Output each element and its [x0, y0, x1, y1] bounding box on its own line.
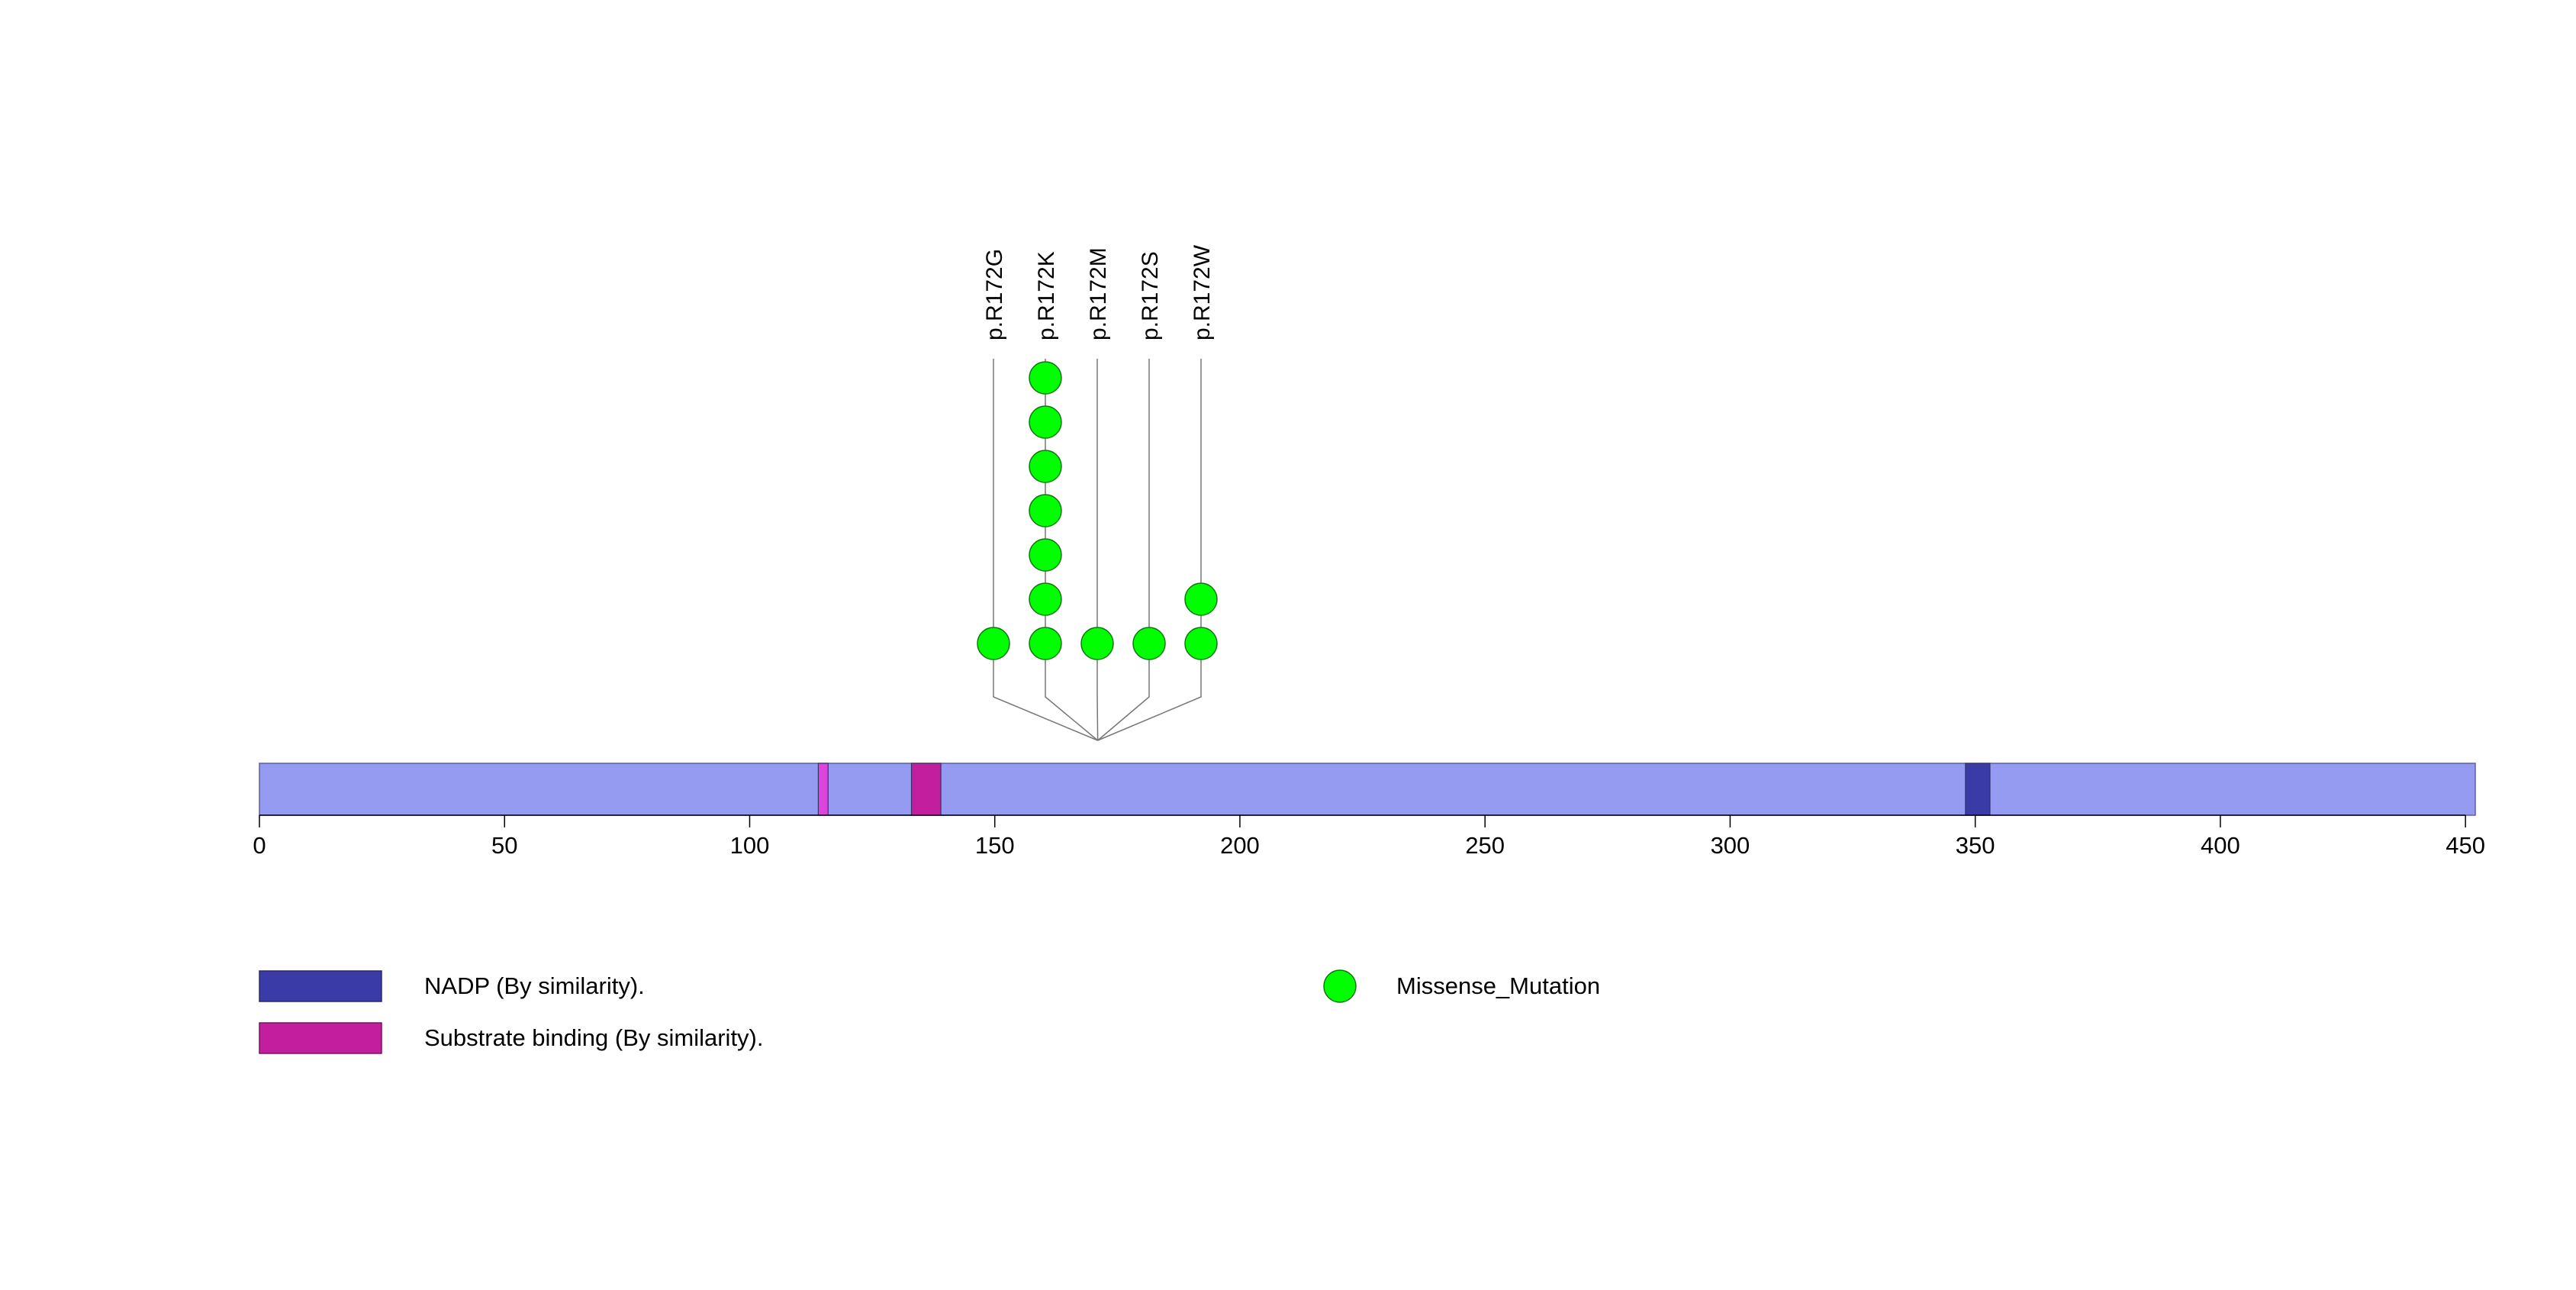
mutation-dots [977, 361, 1218, 660]
legend-substrate-label: Substrate binding (By similarity). [424, 1024, 764, 1051]
mutation-label: p.R172W [1190, 244, 1215, 340]
axis-tick-label: 50 [491, 832, 517, 859]
mutation-dot [1080, 627, 1114, 660]
mutation-stem [993, 359, 1098, 741]
mutation-dot [1029, 405, 1062, 439]
x-axis: 0 50 100 150 200 250 300 350 400 450 [253, 814, 2485, 859]
legend-missense-label: Missense_Mutation [1396, 972, 1600, 999]
mutation-dot [1132, 627, 1166, 660]
mutation-dot [1184, 627, 1218, 660]
axis-tick-label: 150 [975, 832, 1015, 859]
protein-backbone [259, 763, 2476, 816]
mutation-label: p.R172M [1086, 247, 1111, 340]
substrate-domain [910, 763, 942, 816]
mutation-dot [1029, 627, 1062, 660]
axis-tick-label: 450 [2446, 832, 2485, 859]
protein-backbone-group [259, 763, 2476, 816]
mutation-label: p.R172K [1034, 251, 1059, 340]
mutation-stems [993, 359, 1202, 815]
legend-substrate-swatch [259, 1022, 382, 1054]
mutation-dot [1029, 538, 1062, 572]
substrate-small-domain [817, 763, 829, 816]
mutation-dot [1029, 361, 1062, 395]
legend: NADP (By similarity). Substrate binding … [259, 969, 1600, 1054]
legend-nadp-label: NADP (By similarity). [424, 972, 645, 999]
mutation-stem [1097, 359, 1202, 741]
mutation-stem [1097, 359, 1150, 741]
axis-tick-label: 250 [1465, 832, 1505, 859]
mutation-dot [1029, 450, 1062, 483]
legend-nadp-swatch [259, 970, 382, 1002]
mutation-label: p.R172G [982, 249, 1007, 340]
legend-missense-icon [1323, 969, 1357, 1003]
mutation-stem [1096, 359, 1099, 741]
axis-tick-label: 0 [253, 832, 266, 859]
axis-tick-label: 100 [730, 832, 770, 859]
mutation-dot [1029, 582, 1062, 616]
mutation-labels: p.R172G p.R172K p.R172M p.R172S p.R172W [982, 244, 1215, 340]
axis-tick-label: 350 [1956, 832, 1995, 859]
mutation-label: p.R172S [1138, 251, 1163, 340]
axis-tick-label: 300 [1711, 832, 1750, 859]
axis-tick-label: 400 [2201, 832, 2240, 859]
mutation-dot [1184, 582, 1218, 616]
mutation-dot [1029, 494, 1062, 527]
nadp-domain [1965, 763, 1991, 816]
mutation-dot [977, 627, 1010, 660]
axis-tick-label: 200 [1220, 832, 1260, 859]
